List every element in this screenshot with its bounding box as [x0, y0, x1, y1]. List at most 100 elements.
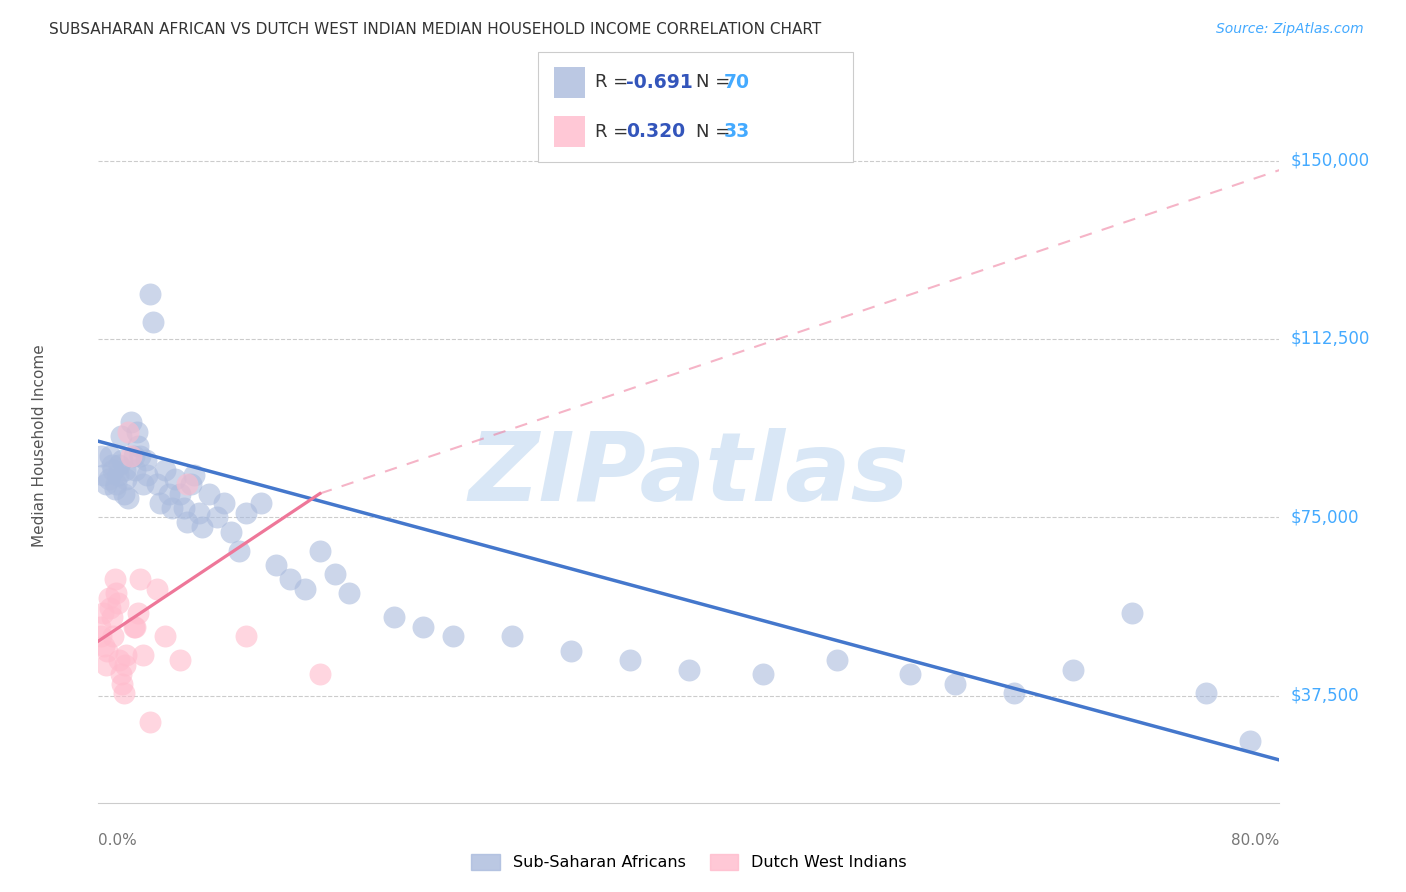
Point: [176, 477, 198, 491]
Point: [176, 515, 198, 529]
Point: [219, 524, 242, 539]
Point: [943, 677, 966, 691]
Text: $150,000: $150,000: [1291, 152, 1369, 169]
Point: [149, 496, 172, 510]
Point: [94, 477, 117, 491]
Point: [105, 586, 128, 600]
Point: [165, 472, 187, 486]
Point: [191, 520, 214, 534]
Text: N =: N =: [696, 73, 735, 91]
Point: [107, 467, 129, 482]
Point: [235, 629, 257, 643]
Point: [124, 463, 146, 477]
Text: $37,500: $37,500: [1291, 687, 1360, 705]
Point: [278, 572, 302, 586]
Text: Median Household Income: Median Household Income: [32, 344, 46, 548]
Point: [128, 572, 150, 586]
Point: [125, 425, 148, 439]
Point: [205, 510, 228, 524]
Point: [127, 439, 149, 453]
Point: [180, 477, 202, 491]
Point: [117, 425, 139, 439]
Point: [157, 486, 180, 500]
Point: [117, 491, 139, 506]
Point: [103, 463, 125, 477]
Point: [111, 677, 134, 691]
Point: [132, 648, 155, 663]
Point: [91, 606, 114, 620]
Point: [96, 643, 118, 657]
Point: [1121, 606, 1143, 620]
Point: [187, 506, 209, 520]
Point: [104, 482, 127, 496]
Point: [98, 449, 121, 463]
Point: [132, 477, 155, 491]
Point: [114, 657, 136, 672]
Point: [90, 629, 112, 643]
Point: [228, 543, 250, 558]
Point: [107, 596, 129, 610]
Point: [120, 415, 142, 429]
Point: [501, 629, 523, 643]
Point: [98, 600, 121, 615]
Point: [146, 582, 169, 596]
Point: [122, 620, 145, 634]
Point: [127, 606, 149, 620]
Point: [120, 449, 142, 463]
Point: [100, 610, 122, 624]
Point: [97, 591, 120, 606]
Point: [382, 610, 405, 624]
Point: [560, 643, 582, 657]
Point: [89, 620, 111, 634]
Point: [264, 558, 287, 572]
Point: [412, 620, 434, 634]
Text: $75,000: $75,000: [1291, 508, 1360, 526]
Point: [169, 653, 191, 667]
Point: [212, 496, 235, 510]
Point: [153, 463, 176, 477]
Text: Source: ZipAtlas.com: Source: ZipAtlas.com: [1216, 22, 1364, 37]
Point: [97, 472, 120, 486]
Point: [100, 458, 122, 472]
Point: [94, 657, 117, 672]
Point: [142, 315, 165, 329]
Point: [139, 286, 162, 301]
Text: R =: R =: [595, 73, 634, 91]
Point: [1239, 734, 1261, 748]
Point: [441, 629, 464, 643]
Point: [104, 572, 127, 586]
Point: [128, 449, 150, 463]
Text: 0.320: 0.320: [626, 122, 685, 141]
Point: [93, 639, 115, 653]
Point: [108, 458, 131, 472]
Point: [309, 543, 332, 558]
Point: [235, 506, 257, 520]
Point: [169, 486, 191, 500]
Point: [136, 467, 159, 482]
Point: [294, 582, 316, 596]
Point: [619, 653, 641, 667]
Point: [1062, 663, 1084, 677]
Point: [103, 629, 125, 643]
Text: 70: 70: [724, 73, 749, 92]
Point: [309, 667, 332, 681]
Point: [198, 486, 221, 500]
Text: ZIPatlas: ZIPatlas: [468, 428, 910, 521]
Point: [90, 449, 112, 463]
Point: [751, 667, 773, 681]
Text: 80.0%: 80.0%: [1232, 833, 1279, 848]
Point: [110, 667, 132, 681]
Point: [115, 472, 138, 486]
Point: [135, 453, 157, 467]
Point: [678, 663, 700, 677]
Point: [111, 453, 134, 467]
Point: [112, 486, 135, 500]
Point: [1195, 686, 1218, 700]
Point: [139, 714, 162, 729]
Point: [112, 686, 135, 700]
Point: [250, 496, 273, 510]
Point: [1002, 686, 1025, 700]
Point: [337, 586, 360, 600]
Text: SUBSAHARAN AFRICAN VS DUTCH WEST INDIAN MEDIAN HOUSEHOLD INCOME CORRELATION CHAR: SUBSAHARAN AFRICAN VS DUTCH WEST INDIAN …: [49, 22, 821, 37]
Point: [162, 500, 183, 515]
